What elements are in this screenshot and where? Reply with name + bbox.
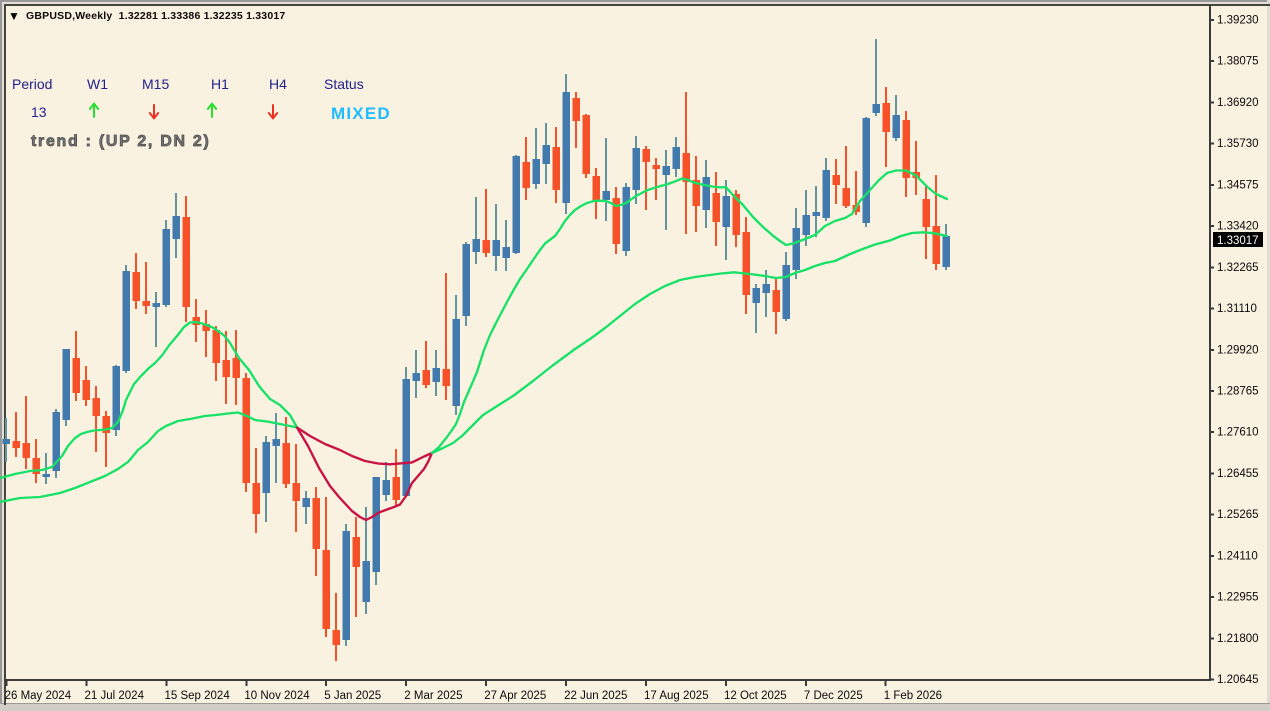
svg-text:26 May 2024: 26 May 2024 xyxy=(5,690,72,702)
svg-text:1.24110: 1.24110 xyxy=(1217,550,1258,562)
svg-text:1.27610: 1.27610 xyxy=(1217,427,1259,439)
svg-text:1 Feb 2026: 1 Feb 2026 xyxy=(884,690,942,702)
svg-text:1.29920: 1.29920 xyxy=(1217,344,1259,356)
svg-text:1.33017: 1.33017 xyxy=(1217,235,1259,247)
svg-text:1.28765: 1.28765 xyxy=(1217,386,1259,398)
svg-text:2 Mar 2025: 2 Mar 2025 xyxy=(404,690,462,702)
svg-text:1.26455: 1.26455 xyxy=(1217,468,1259,480)
svg-text:1.21800: 1.21800 xyxy=(1217,633,1259,645)
svg-text:22 Jun 2025: 22 Jun 2025 xyxy=(564,690,627,702)
svg-text:1.35730: 1.35730 xyxy=(1217,138,1259,150)
svg-text:1.20645: 1.20645 xyxy=(1217,674,1259,686)
svg-text:1.33420: 1.33420 xyxy=(1217,221,1259,233)
svg-text:1.38075: 1.38075 xyxy=(1217,56,1259,68)
svg-text:7 Dec 2025: 7 Dec 2025 xyxy=(804,690,863,702)
svg-text:17 Aug 2025: 17 Aug 2025 xyxy=(644,690,709,702)
svg-text:1.22955: 1.22955 xyxy=(1217,592,1259,604)
svg-text:1.39230: 1.39230 xyxy=(1217,15,1259,27)
svg-text:1.32265: 1.32265 xyxy=(1217,262,1259,274)
svg-text:15 Sep 2024: 15 Sep 2024 xyxy=(165,690,231,702)
svg-text:1.34575: 1.34575 xyxy=(1217,179,1259,191)
svg-text:21 Jul 2024: 21 Jul 2024 xyxy=(85,690,145,702)
svg-text:27 Apr 2025: 27 Apr 2025 xyxy=(484,690,546,702)
svg-text:1.36920: 1.36920 xyxy=(1217,97,1259,109)
svg-text:10 Nov 2024: 10 Nov 2024 xyxy=(244,690,310,702)
svg-text:12 Oct 2025: 12 Oct 2025 xyxy=(724,690,787,702)
svg-text:5 Jan 2025: 5 Jan 2025 xyxy=(324,690,381,702)
svg-text:1.25265: 1.25265 xyxy=(1217,509,1259,521)
svg-text:1.31110: 1.31110 xyxy=(1217,303,1257,315)
